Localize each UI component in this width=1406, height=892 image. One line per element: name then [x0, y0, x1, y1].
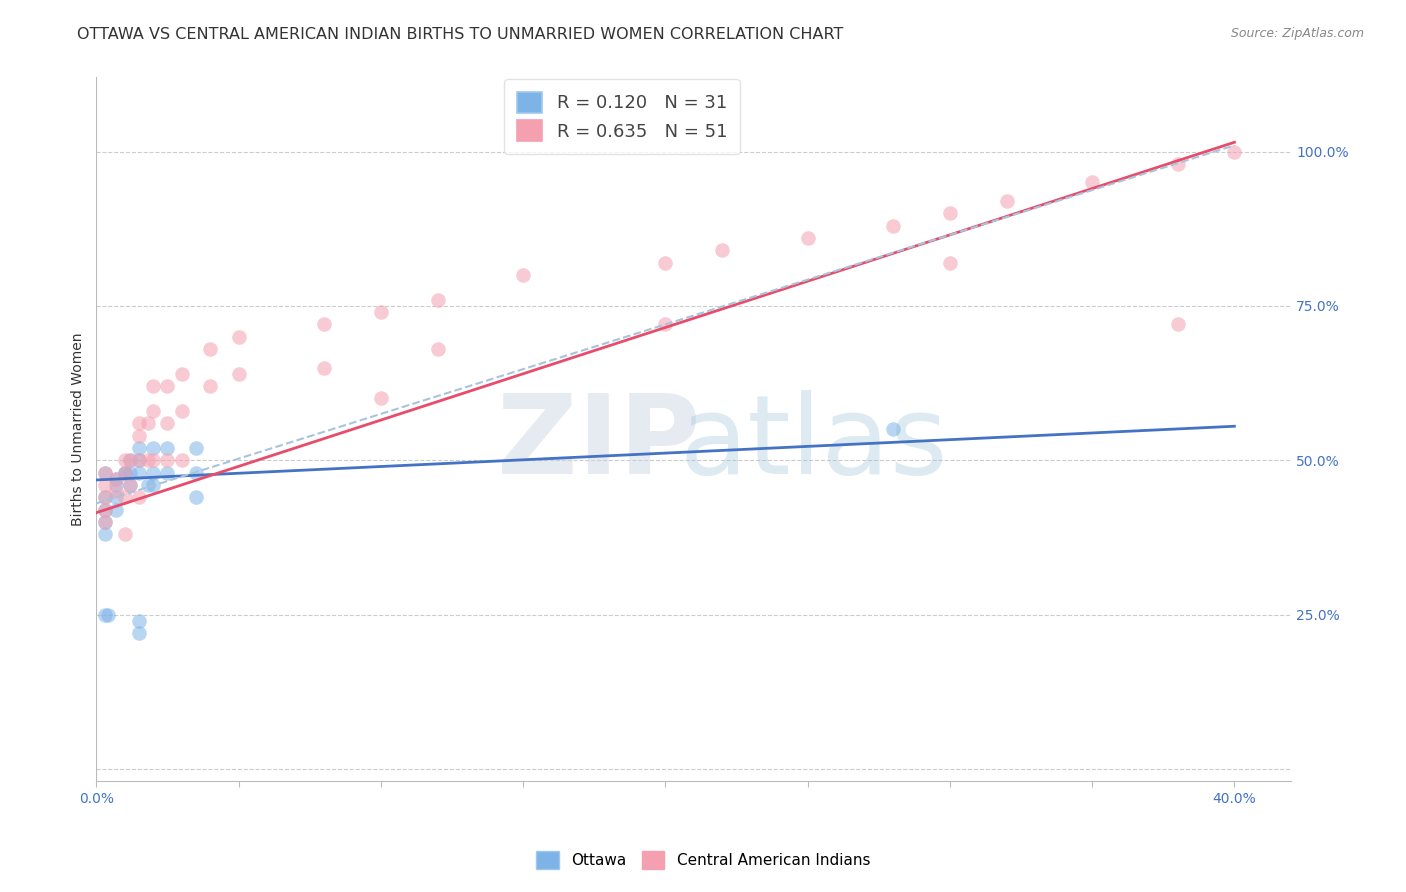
Point [370, 305, 392, 319]
Point [128, 441, 150, 455]
Point [184, 466, 207, 480]
Point [94, 466, 117, 480]
Text: ZIP: ZIP [496, 390, 700, 497]
Point [128, 466, 150, 480]
Point [105, 502, 128, 516]
Point [426, 342, 449, 356]
Point [94, 515, 117, 529]
Point [198, 342, 221, 356]
Point [94, 607, 117, 622]
Point [128, 614, 150, 628]
Point [512, 268, 534, 282]
Point [105, 472, 128, 486]
Point [156, 379, 179, 393]
Point [156, 466, 179, 480]
Point [184, 441, 207, 455]
Point [136, 478, 159, 492]
Text: OTTAWA VS CENTRAL AMERICAN INDIAN BIRTHS TO UNMARRIED WOMEN CORRELATION CHART: OTTAWA VS CENTRAL AMERICAN INDIAN BIRTHS… [77, 27, 844, 42]
Point [105, 478, 128, 492]
Point [142, 453, 165, 467]
Point [142, 478, 165, 492]
Point [882, 422, 904, 436]
Point [1081, 175, 1104, 189]
Point [128, 490, 150, 504]
Text: Source: ZipAtlas.com: Source: ZipAtlas.com [1230, 27, 1364, 40]
Point [1167, 318, 1189, 332]
Point [142, 379, 165, 393]
Point [170, 367, 193, 381]
Point [228, 367, 250, 381]
Point [120, 478, 142, 492]
Point [142, 404, 165, 418]
Point [114, 466, 136, 480]
Point [120, 453, 142, 467]
Point [312, 360, 335, 375]
Point [114, 453, 136, 467]
Point [94, 490, 117, 504]
Point [136, 416, 159, 430]
Point [184, 490, 207, 504]
Point [128, 453, 150, 467]
Point [94, 502, 117, 516]
Point [128, 416, 150, 430]
Point [939, 206, 962, 220]
Point [114, 466, 136, 480]
Point [156, 441, 179, 455]
Point [94, 515, 117, 529]
Point [142, 441, 165, 455]
Point [156, 453, 179, 467]
Point [882, 219, 904, 233]
Point [170, 453, 193, 467]
Point [128, 626, 150, 640]
Point [94, 466, 117, 480]
Point [128, 453, 150, 467]
Point [995, 194, 1018, 208]
Point [120, 466, 142, 480]
Point [939, 255, 962, 269]
Legend: R = 0.120   N = 31, R = 0.635   N = 51: R = 0.120 N = 31, R = 0.635 N = 51 [505, 79, 740, 153]
Point [711, 244, 734, 258]
Point [312, 318, 335, 332]
Point [97, 607, 120, 622]
Text: atlas: atlas [679, 390, 948, 497]
Point [105, 484, 128, 499]
Point [120, 478, 142, 492]
Point [105, 472, 128, 486]
Legend: Ottawa, Central American Indians: Ottawa, Central American Indians [530, 845, 876, 875]
Point [94, 527, 117, 541]
Point [654, 318, 676, 332]
Point [94, 478, 117, 492]
Point [142, 466, 165, 480]
Point [114, 466, 136, 480]
Point [114, 527, 136, 541]
Point [654, 255, 676, 269]
Point [128, 428, 150, 442]
Point [1223, 145, 1246, 159]
Point [370, 392, 392, 406]
Point [94, 490, 117, 504]
Point [136, 453, 159, 467]
Point [114, 490, 136, 504]
Point [170, 404, 193, 418]
Point [1167, 157, 1189, 171]
Point [120, 453, 142, 467]
Point [94, 502, 117, 516]
Point [105, 490, 128, 504]
Point [198, 379, 221, 393]
Point [796, 231, 818, 245]
Point [228, 329, 250, 343]
Point [426, 293, 449, 307]
Y-axis label: Births to Unmarried Women: Births to Unmarried Women [72, 333, 86, 526]
Point [156, 416, 179, 430]
